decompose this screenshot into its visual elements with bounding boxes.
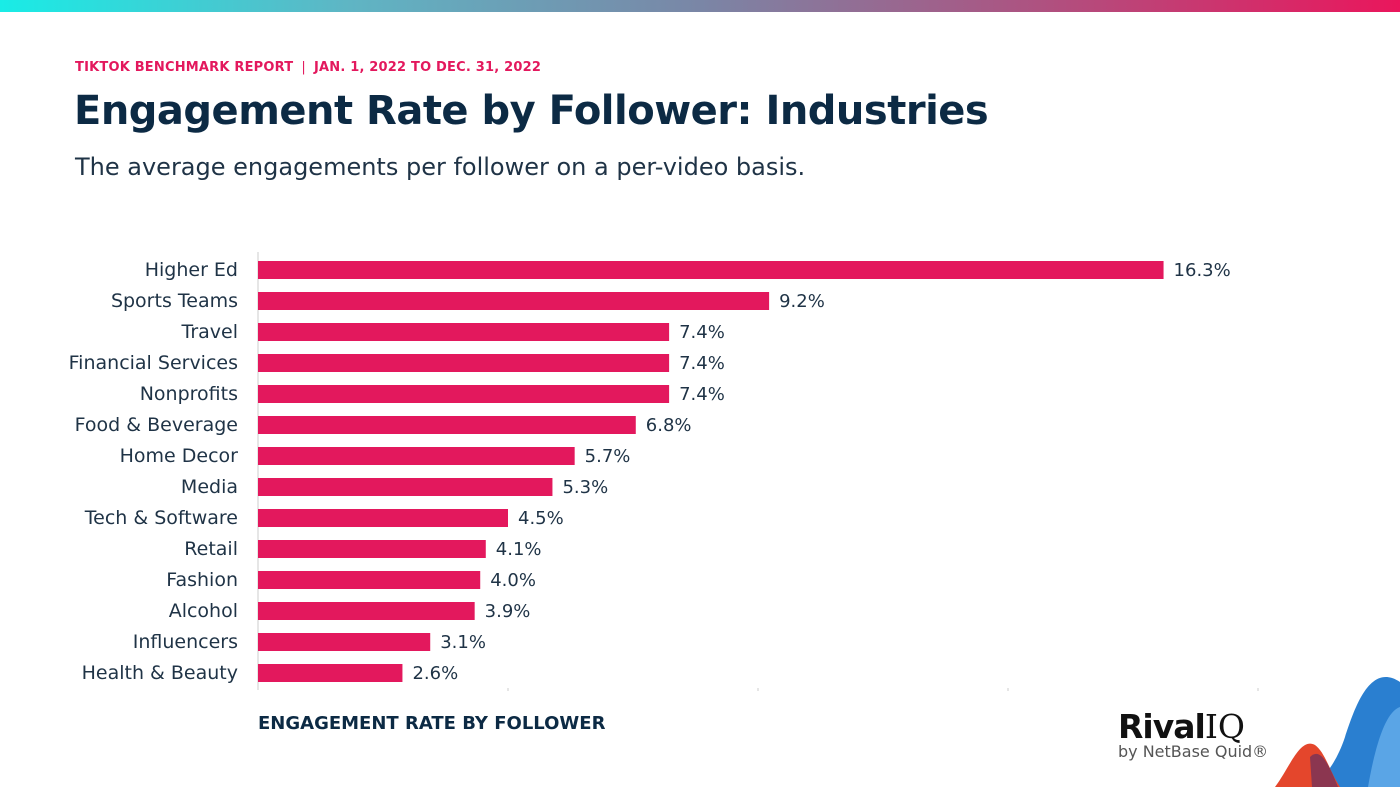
kicker-separator: | (301, 60, 306, 75)
category-label: Sports Teams (111, 290, 238, 312)
date-range: JAN. 1, 2022 TO DEC. 31, 2022 (313, 60, 542, 75)
category-label: Alcohol (169, 600, 238, 622)
data-label: 7.4% (679, 353, 725, 374)
category-label: Media (181, 476, 238, 498)
category-label: Influencers (133, 631, 238, 653)
bar (258, 633, 431, 651)
bar (258, 354, 670, 372)
category-label: Health & Beauty (82, 662, 238, 684)
data-label: 16.3% (1174, 260, 1231, 281)
bar (258, 478, 553, 496)
data-label: 7.4% (679, 384, 725, 405)
bar (258, 447, 575, 465)
x-axis-label: ENGAGEMENT RATE BY FOLLOWER (258, 713, 606, 734)
data-label: 4.5% (518, 508, 564, 529)
bar (258, 571, 481, 589)
bar (258, 602, 475, 620)
data-label: 9.2% (779, 291, 825, 312)
bar (258, 540, 486, 558)
rival-iq-logo: RivalIQ by NetBase Quid® (1118, 707, 1268, 761)
data-label: 2.6% (412, 663, 458, 684)
data-label: 5.7% (585, 446, 631, 467)
category-label: Fashion (166, 569, 238, 591)
bar (258, 664, 403, 682)
category-label: Tech & Software (84, 507, 238, 529)
decorative-wave (1275, 677, 1400, 787)
bar (258, 261, 1164, 279)
data-label: 4.0% (490, 570, 536, 591)
category-label: Home Decor (120, 445, 239, 467)
report-name: TIKTOK BENCHMARK REPORT (75, 60, 294, 75)
data-label: 6.8% (646, 415, 692, 436)
category-label: Food & Beverage (75, 414, 238, 436)
data-label: 5.3% (562, 477, 608, 498)
page-title: Engagement Rate by Follower: Industries (74, 88, 989, 134)
bar (258, 292, 770, 310)
data-label: 4.1% (496, 539, 542, 560)
data-label: 7.4% (679, 322, 725, 343)
bar (258, 323, 670, 341)
data-label: 3.1% (440, 632, 486, 653)
category-label: Nonprofits (140, 383, 238, 405)
bar (258, 509, 508, 527)
bar (258, 385, 670, 403)
report-kicker: TIKTOK BENCHMARK REPORT | JAN. 1, 2022 TO … (75, 60, 541, 75)
top-gradient-bar (0, 0, 1400, 12)
bar (258, 416, 636, 434)
category-label: Travel (181, 321, 238, 343)
category-label: Higher Ed (145, 259, 238, 281)
logo-tagline: by NetBase Quid® (1118, 742, 1269, 761)
category-label: Retail (184, 538, 238, 560)
logo-brand: Rival (1118, 707, 1206, 746)
logo-brand-suffix: IQ (1204, 707, 1245, 746)
page-subtitle: The average engagements per follower on … (75, 153, 806, 181)
data-label: 3.9% (485, 601, 531, 622)
category-label: Financial Services (69, 352, 238, 374)
